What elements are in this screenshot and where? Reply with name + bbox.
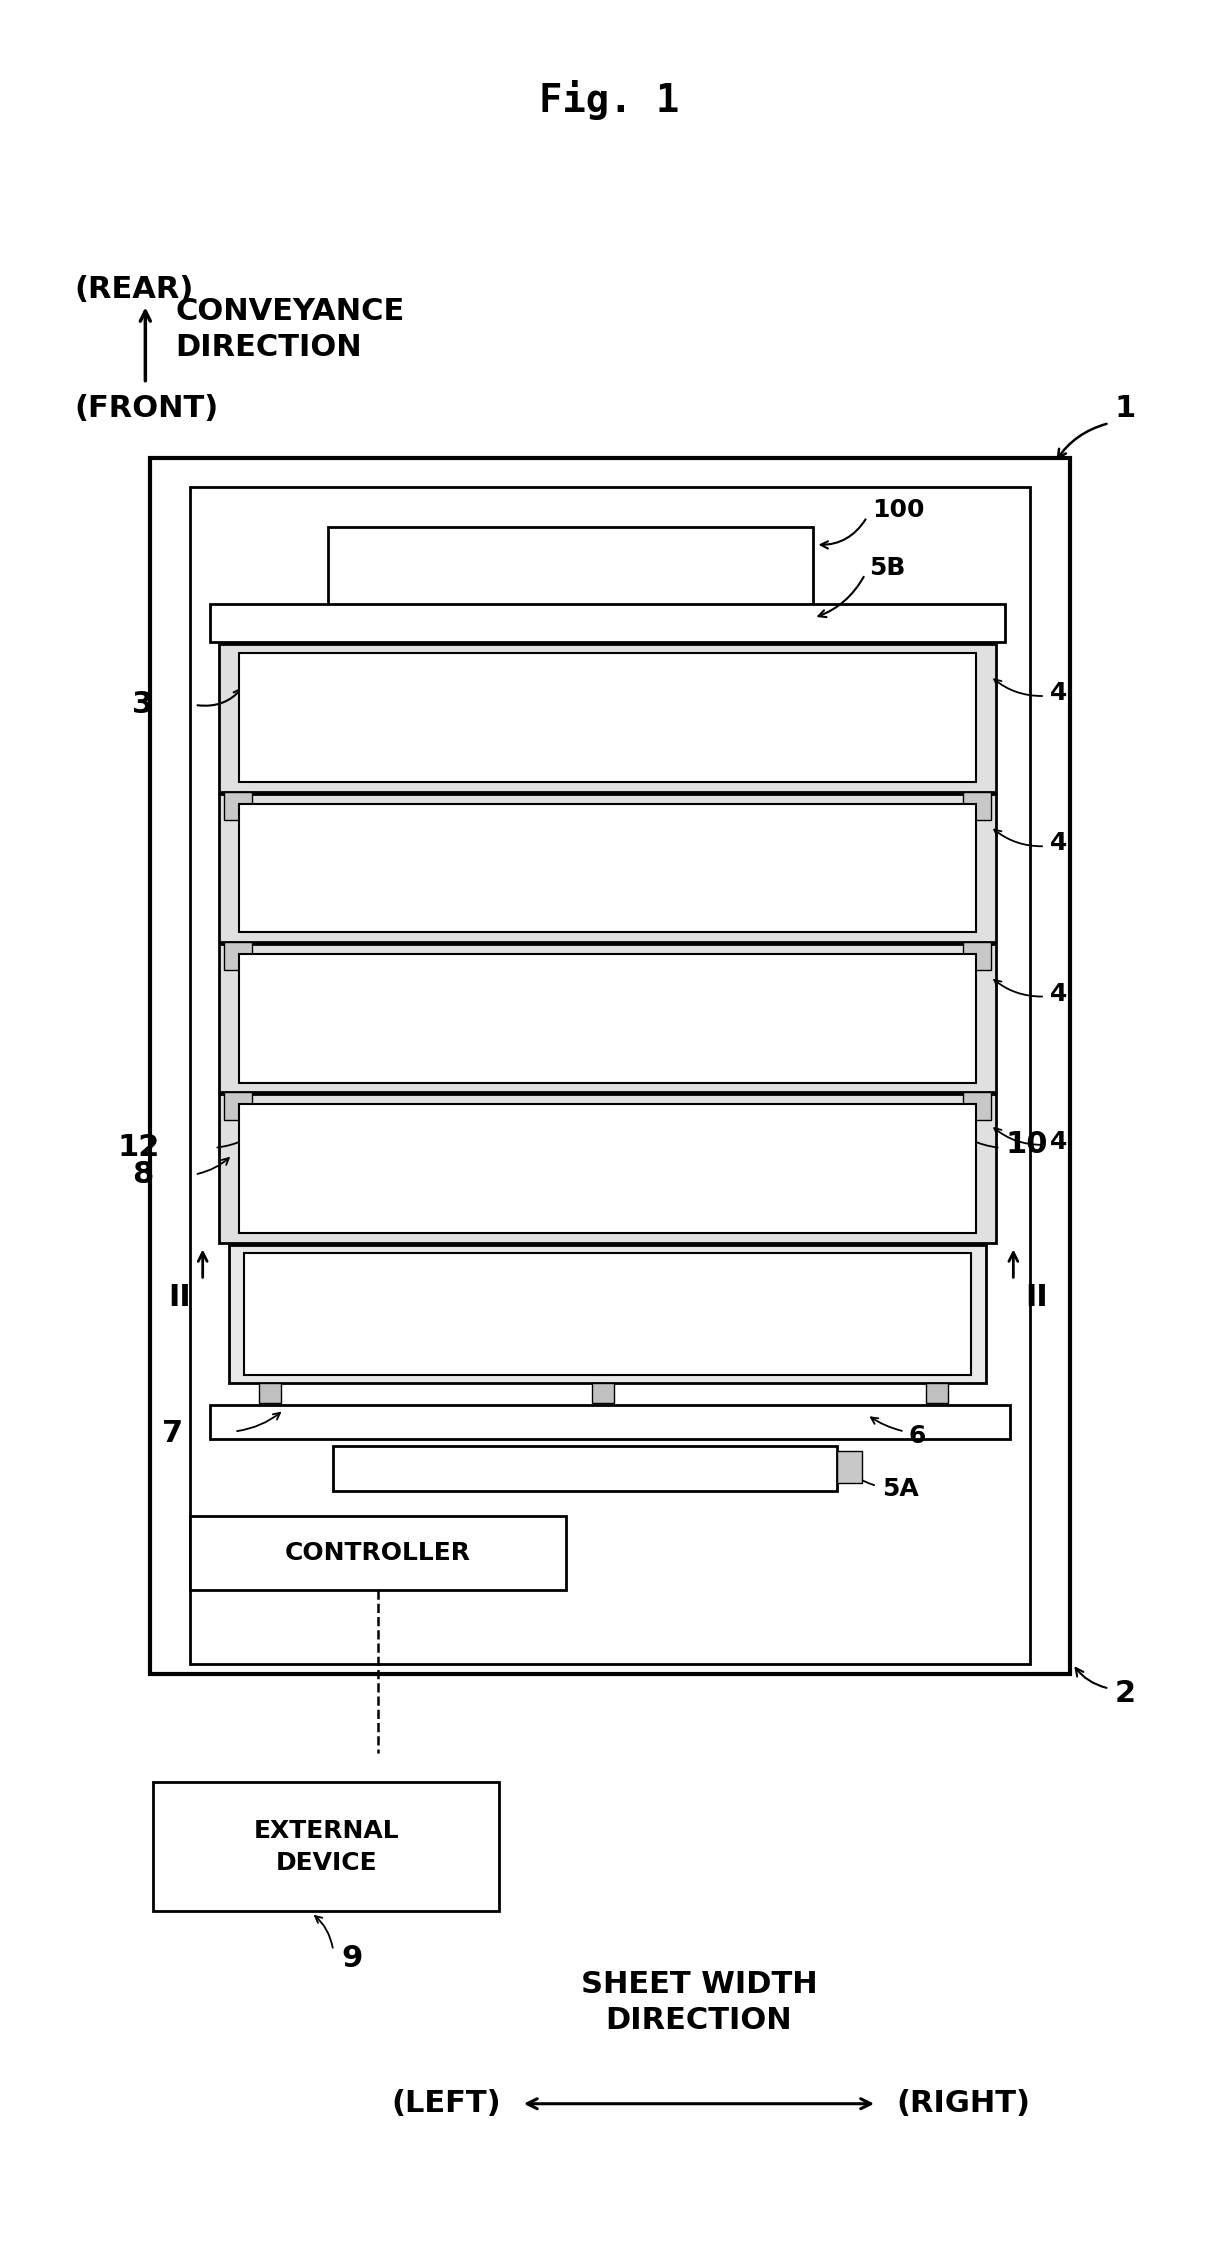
Bar (153, 1781, 499, 1910)
Text: 4: 4 (1050, 981, 1067, 1006)
Text: 6: 6 (909, 1425, 926, 1448)
Text: 5A: 5A (882, 1477, 918, 1502)
Bar (837, 1452, 862, 1484)
Text: 4: 4 (1050, 1130, 1067, 1155)
Bar (219, 945, 995, 1091)
Text: 3: 3 (132, 690, 153, 719)
Text: 2: 2 (1114, 1680, 1135, 1707)
Bar (328, 528, 812, 607)
Text: 10: 10 (1005, 1130, 1047, 1159)
Bar (219, 794, 995, 943)
Text: SHEET WIDTH
DIRECTION: SHEET WIDTH DIRECTION (581, 1971, 817, 2036)
Text: 9: 9 (341, 1944, 363, 1973)
Text: 12: 12 (118, 1134, 161, 1161)
Bar (963, 943, 990, 970)
Bar (224, 1091, 252, 1121)
Text: (RIGHT): (RIGHT) (896, 2088, 1030, 2117)
Bar (219, 643, 995, 792)
Text: CONTROLLER: CONTROLLER (285, 1540, 470, 1565)
Bar (963, 1091, 990, 1121)
Bar (963, 792, 990, 819)
Text: 1: 1 (1114, 395, 1135, 422)
Text: 5B: 5B (868, 557, 905, 580)
Bar (239, 803, 976, 931)
Text: Fig. 1: Fig. 1 (538, 81, 680, 120)
Text: EXTERNAL
DEVICE: EXTERNAL DEVICE (253, 1820, 400, 1874)
Bar (592, 1382, 614, 1403)
Bar (224, 792, 252, 819)
Text: (FRONT): (FRONT) (74, 395, 218, 422)
Bar (219, 1094, 995, 1243)
Bar (209, 604, 1005, 643)
Text: 8: 8 (132, 1159, 153, 1188)
Bar (150, 458, 1069, 1673)
Text: 4: 4 (1050, 681, 1067, 706)
Bar (209, 1405, 1011, 1439)
Text: II: II (168, 1283, 191, 1312)
Text: II: II (1026, 1283, 1049, 1312)
Bar (190, 1515, 565, 1590)
Bar (239, 1105, 976, 1233)
Bar (239, 954, 976, 1082)
Bar (190, 487, 1030, 1664)
Bar (259, 1382, 281, 1403)
Bar (927, 1382, 948, 1403)
Text: (LEFT): (LEFT) (392, 2088, 502, 2117)
Text: 4: 4 (1050, 832, 1067, 855)
Text: CONVEYANCE
DIRECTION: CONVEYANCE DIRECTION (175, 298, 404, 361)
Text: (REAR): (REAR) (74, 275, 194, 304)
Text: 100: 100 (872, 498, 924, 523)
Bar (239, 654, 976, 782)
Bar (334, 1445, 837, 1491)
Bar (229, 1245, 985, 1382)
Bar (224, 943, 252, 970)
Bar (244, 1252, 971, 1376)
Text: 7: 7 (162, 1418, 183, 1448)
